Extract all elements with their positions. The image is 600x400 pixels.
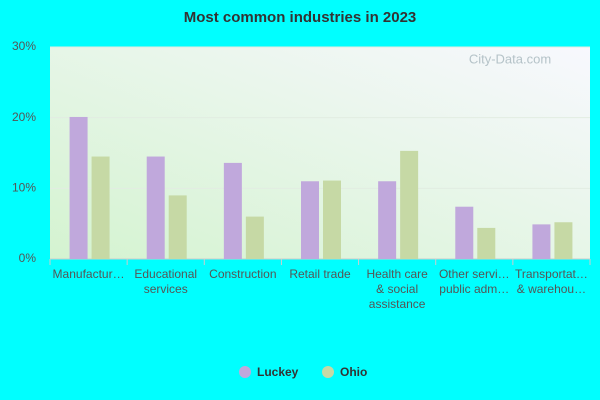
bar bbox=[323, 180, 341, 259]
bar bbox=[301, 181, 319, 259]
bar bbox=[245, 216, 264, 259]
x-tick-label: Educational services bbox=[134, 267, 198, 296]
y-tick-label: 20% bbox=[12, 110, 36, 124]
bar bbox=[91, 156, 110, 259]
legend-swatch bbox=[322, 366, 334, 378]
bar bbox=[400, 150, 419, 259]
legend-label: Ohio bbox=[340, 365, 367, 379]
legend-swatch bbox=[239, 366, 251, 378]
bar bbox=[378, 181, 397, 259]
bar bbox=[532, 224, 551, 259]
watermark: City-Data.com bbox=[469, 51, 551, 66]
bar bbox=[477, 227, 496, 259]
bar bbox=[554, 222, 573, 259]
x-tick-label: Other servi… public adm… bbox=[438, 267, 510, 296]
x-tick-label: Manufactur… bbox=[52, 267, 125, 281]
bar bbox=[455, 206, 474, 259]
legend-label: Luckey bbox=[257, 365, 299, 379]
y-tick-label: 30% bbox=[12, 39, 36, 53]
x-tick-label: Construction bbox=[209, 267, 277, 281]
bar bbox=[69, 116, 88, 260]
bar bbox=[146, 156, 165, 259]
y-tick-label: 10% bbox=[12, 181, 36, 195]
plot-area bbox=[50, 47, 590, 259]
y-tick-label: 0% bbox=[19, 251, 37, 265]
x-tick-label: Health care & social assistance bbox=[366, 267, 428, 311]
bar bbox=[223, 162, 242, 259]
x-tick-label: Transportat… & warehou… bbox=[514, 267, 588, 296]
bar bbox=[168, 195, 187, 259]
chart-title: Most common industries in 2023 bbox=[184, 9, 417, 26]
x-tick-label: Retail trade bbox=[289, 267, 351, 281]
